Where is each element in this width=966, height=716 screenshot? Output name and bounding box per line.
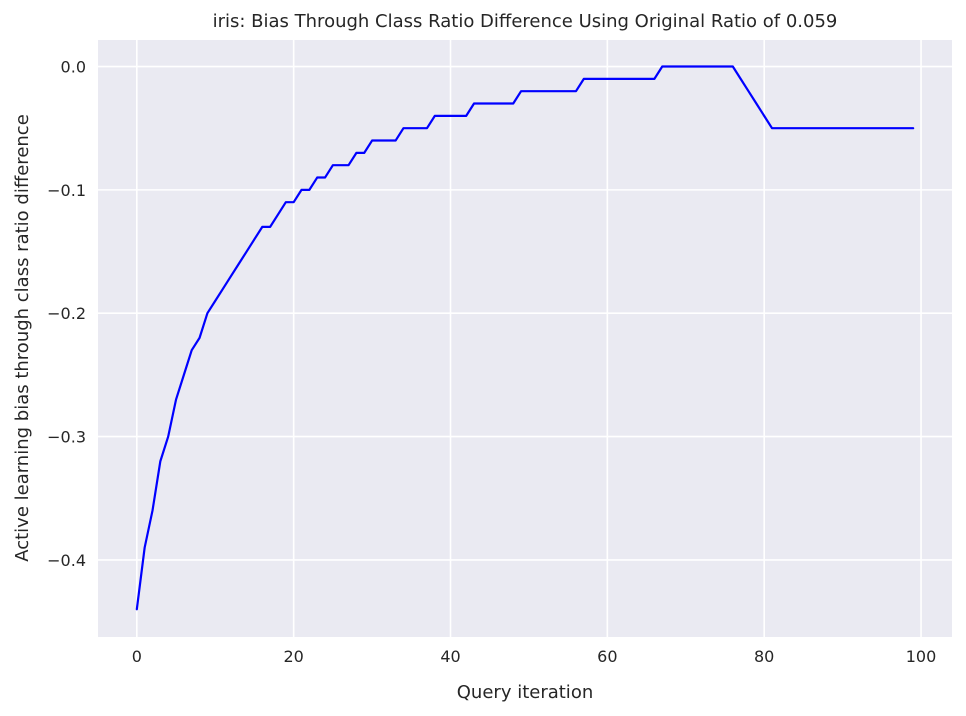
y-tick-label: −0.4	[47, 551, 86, 570]
grid	[98, 40, 952, 637]
y-tick-label: −0.3	[47, 428, 86, 447]
x-tick-label: 60	[597, 647, 617, 666]
x-tick-label: 80	[754, 647, 774, 666]
series-line	[135, 65, 915, 611]
plot-background	[98, 40, 952, 637]
y-tick-label: −0.1	[47, 181, 86, 200]
y-axis-label: Active learning bias through class ratio…	[12, 114, 33, 562]
x-tick-label: 0	[132, 647, 142, 666]
y-tick-label: −0.2	[47, 304, 86, 323]
y-tick-label: 0.0	[61, 58, 86, 77]
x-axis-ticks: 0 20 40 60 80 100	[132, 647, 937, 666]
x-tick-label: 100	[906, 647, 937, 666]
chart-title: iris: Bias Through Class Ratio Differenc…	[213, 11, 838, 32]
series-layer	[135, 65, 915, 611]
x-tick-label: 40	[440, 647, 460, 666]
x-axis-label: Query iteration	[457, 682, 593, 703]
y-axis-ticks: 0.0 −0.1 −0.2 −0.3 −0.4	[47, 58, 86, 570]
x-tick-label: 20	[283, 647, 303, 666]
